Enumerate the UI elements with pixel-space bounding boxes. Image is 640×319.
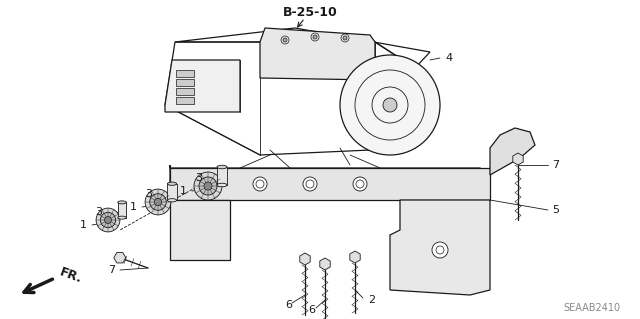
Text: 6: 6 [285, 300, 292, 310]
Circle shape [145, 189, 171, 215]
Bar [176, 70, 194, 77]
Ellipse shape [217, 183, 227, 187]
Bar [217, 167, 227, 185]
Circle shape [353, 177, 367, 191]
Text: B-25-10: B-25-10 [283, 5, 337, 19]
Polygon shape [513, 153, 523, 165]
Text: 3: 3 [145, 189, 152, 199]
Polygon shape [170, 165, 490, 185]
Bar [176, 79, 194, 86]
Text: FR.: FR. [58, 266, 84, 286]
Circle shape [204, 182, 212, 190]
Circle shape [253, 177, 267, 191]
Polygon shape [170, 200, 230, 260]
Text: 2: 2 [368, 295, 375, 305]
Ellipse shape [118, 216, 126, 219]
Polygon shape [114, 253, 126, 263]
Ellipse shape [217, 165, 227, 169]
Circle shape [194, 172, 222, 200]
Circle shape [154, 198, 162, 206]
Bar [176, 88, 194, 95]
Circle shape [432, 242, 448, 258]
Circle shape [343, 36, 347, 40]
Circle shape [313, 35, 317, 39]
Circle shape [199, 177, 217, 195]
Polygon shape [260, 28, 375, 80]
Polygon shape [490, 128, 535, 175]
Ellipse shape [168, 182, 177, 185]
Text: 4: 4 [445, 53, 452, 63]
Text: 1: 1 [180, 186, 187, 196]
Text: 3: 3 [195, 173, 202, 183]
Bar [118, 202, 126, 218]
Polygon shape [390, 200, 490, 295]
Text: 7: 7 [552, 160, 559, 170]
Polygon shape [165, 60, 240, 112]
Circle shape [303, 177, 317, 191]
Circle shape [96, 208, 120, 232]
Ellipse shape [168, 199, 177, 202]
Text: 7: 7 [108, 265, 115, 275]
Ellipse shape [118, 201, 126, 204]
Circle shape [104, 217, 111, 223]
Polygon shape [350, 251, 360, 263]
Circle shape [283, 38, 287, 42]
Bar [168, 184, 177, 200]
Polygon shape [170, 168, 490, 200]
Text: 1: 1 [80, 220, 87, 230]
Text: 6: 6 [308, 305, 315, 315]
Circle shape [100, 212, 116, 228]
Circle shape [383, 98, 397, 112]
Polygon shape [320, 258, 330, 270]
Circle shape [340, 55, 440, 155]
Bar [176, 97, 194, 104]
Text: 5: 5 [552, 205, 559, 215]
Polygon shape [300, 253, 310, 265]
Circle shape [150, 194, 166, 210]
Text: 1: 1 [130, 202, 137, 212]
Text: SEAAB2410: SEAAB2410 [563, 303, 620, 313]
Text: 3: 3 [95, 207, 102, 217]
